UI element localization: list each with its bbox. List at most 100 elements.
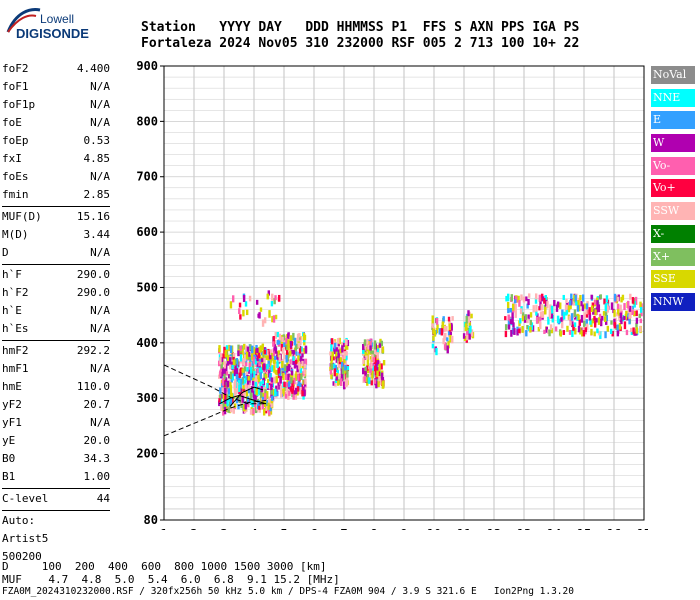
- echo-point: [442, 338, 445, 345]
- echo-point: [599, 318, 603, 327]
- echo-point: [283, 364, 287, 371]
- echo-point: [251, 365, 255, 370]
- echo-point: [621, 315, 625, 322]
- echo-point: [244, 383, 247, 389]
- echo-point: [282, 388, 285, 394]
- echo-point: [253, 370, 256, 378]
- echo-point: [263, 363, 266, 371]
- echo-point: [292, 332, 295, 341]
- echo-point: [270, 403, 273, 408]
- echo-point: [330, 363, 334, 371]
- echo-point: [226, 399, 229, 407]
- echo-point: [446, 337, 449, 342]
- logo-swoosh-icon: [6, 8, 41, 33]
- echo-point: [339, 348, 342, 354]
- echo-point: [264, 389, 267, 397]
- echo-point: [258, 405, 261, 410]
- echo-point: [243, 343, 246, 350]
- echo-point: [247, 388, 251, 394]
- echo-point: [268, 385, 272, 390]
- echo-point: [573, 309, 577, 317]
- echo-point: [294, 373, 297, 381]
- echo-point: [562, 294, 565, 300]
- echo-point: [240, 388, 243, 393]
- legend-item-noval: NoVal: [651, 66, 695, 84]
- echo-point: [231, 361, 234, 367]
- echo-point: [302, 348, 306, 355]
- echo-point: [511, 303, 515, 311]
- legend-item-ssw: SSW: [651, 202, 695, 221]
- echo-point: [529, 312, 533, 318]
- echo-point: [362, 344, 365, 351]
- echo-point: [288, 381, 291, 388]
- echo-point: [364, 351, 367, 358]
- echo-point: [610, 320, 613, 325]
- echo-point: [219, 394, 222, 401]
- echo-point: [507, 320, 511, 329]
- echo-point: [572, 324, 575, 331]
- echo-point: [252, 390, 256, 399]
- echo-point: [274, 369, 277, 375]
- echo-point: [374, 361, 377, 368]
- echo-point: [374, 355, 377, 363]
- echo-point: [580, 314, 584, 323]
- x-tick-label: 2: [190, 527, 197, 530]
- echo-point: [597, 317, 601, 325]
- echo-point: [339, 357, 342, 362]
- echo-point: [249, 373, 253, 381]
- echo-point: [248, 362, 251, 371]
- echo-point: [266, 363, 269, 370]
- echo-point: [256, 367, 260, 373]
- echo-point: [536, 316, 539, 324]
- echo-point: [505, 295, 508, 302]
- divider: [2, 264, 110, 265]
- echo-point: [244, 375, 247, 382]
- echo-point: [367, 344, 370, 350]
- echo-point: [470, 313, 473, 319]
- echo-point: [521, 315, 525, 322]
- echo-point: [623, 321, 627, 330]
- echo-point: [271, 293, 274, 301]
- echo-point: [332, 356, 335, 361]
- echo-point: [605, 314, 608, 322]
- echo-point: [544, 294, 547, 300]
- echo-point: [225, 371, 229, 376]
- x-tick-label: 14: [547, 527, 561, 530]
- y-tick-label: 800: [136, 114, 158, 128]
- echo-point: [264, 393, 267, 401]
- echo-point: [261, 404, 264, 410]
- echo-point: [509, 307, 512, 313]
- echo-point: [237, 350, 240, 357]
- echo-point: [262, 407, 266, 416]
- echo-point: [588, 313, 592, 321]
- echo-point: [261, 380, 265, 385]
- echo-point: [241, 368, 244, 373]
- echo-point: [251, 345, 254, 354]
- echo-point: [565, 310, 569, 315]
- echo-point: [571, 329, 574, 338]
- echo-point: [300, 346, 303, 352]
- echo-point: [436, 324, 439, 330]
- echo-point: [291, 388, 294, 394]
- echo-point: [506, 301, 510, 310]
- echo-point: [511, 317, 514, 325]
- divider: [2, 488, 110, 489]
- echo-point: [238, 302, 242, 308]
- echo-point: [447, 340, 450, 349]
- echo-point: [301, 389, 304, 397]
- echo-point: [560, 317, 563, 322]
- echo-point: [226, 354, 230, 362]
- echo-point: [229, 345, 233, 354]
- echo-point: [640, 310, 643, 317]
- echo-point: [224, 380, 227, 386]
- echo-point: [333, 368, 336, 377]
- logo-lowell-text: Lowell: [40, 12, 75, 26]
- echo-point: [283, 367, 286, 375]
- echo-point: [595, 307, 599, 313]
- echo-point: [346, 370, 349, 378]
- echo-point: [289, 350, 292, 357]
- echo-point: [336, 375, 340, 380]
- echo-point: [238, 372, 242, 378]
- echo-point: [276, 332, 280, 338]
- echo-point: [604, 311, 608, 316]
